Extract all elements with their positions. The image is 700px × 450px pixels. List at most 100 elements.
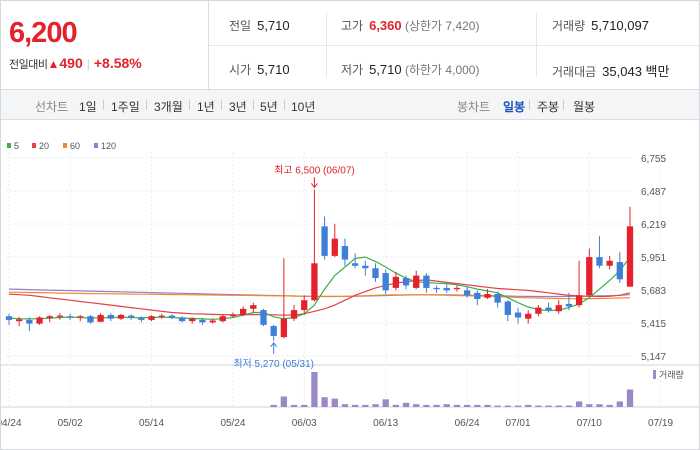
x-tick-label: 06/03 [292,418,317,429]
stat-value: 35,043 백만 [602,64,670,79]
legend-label: 20 [39,141,49,151]
low-annotation: 최저 5,270 (05/31) [233,358,314,370]
candle-chart-label: 봉차트 [457,100,491,114]
candle-body [433,287,440,290]
volume-bar [351,404,359,407]
volume-legend-swatch [653,370,656,379]
candle-body [331,238,338,256]
stat-value: 5,710 [257,62,290,77]
range-1w-button[interactable]: 1주일 [111,100,140,114]
legend-label: 5 [14,141,19,151]
candle-body [16,319,23,322]
candle-body [280,318,288,338]
stat-volume: 거래량 5,710,097 [552,17,649,34]
candle-body [250,305,257,309]
range-10y-button[interactable]: 10년 [291,100,316,114]
y-tick-label: 5,951 [641,253,666,264]
stat-value: 6,360 [369,18,402,33]
range-3y-button[interactable]: 3년 [229,100,247,114]
candle-body [392,276,400,288]
x-tick-label: 06/24 [455,418,480,429]
candle-body [229,314,237,317]
stat-label: 전일 [229,19,252,33]
volume-bar [463,404,471,407]
stat-label: 시가 [229,63,252,77]
low-arrow-icon [270,342,278,354]
volume-bar [626,389,634,407]
candle-body [372,268,379,279]
candle-body [311,263,318,301]
volume-bar [443,404,450,407]
range-5y-button[interactable]: 5년 [260,100,278,114]
candle-body [525,313,532,319]
legend-label: 120 [101,141,116,151]
change-row: 전일대비▲490 | +8.58% [9,55,142,72]
candle-body [219,316,226,322]
candle-body [66,316,74,318]
volume-bar [413,404,420,407]
candle-body [382,273,389,291]
candle-body [117,314,125,319]
stat-value: 5,710 [257,18,290,33]
candle-body [5,316,13,320]
change-amount: 490 [59,55,83,71]
period-toolbar: 선차트 1일 1주일 3개월 1년 3년 5년 10년 봉차트 일봉 주봉 월봉 [1,90,699,120]
candle-body [545,307,552,311]
candle-body [168,315,176,318]
candle-body [402,278,410,286]
divider [253,100,254,110]
range-1d-button[interactable]: 1일 [79,100,97,114]
change-label: 전일대비 [9,59,48,71]
column-divider [536,13,537,77]
volume-bar [504,405,511,407]
x-tick-label: 06/13 [373,418,398,429]
volume-bar [453,404,461,407]
candle-body [260,310,267,325]
volume-bar [494,405,501,407]
y-tick-label: 6,219 [641,220,666,231]
volume-bar [433,404,440,407]
weekly-candle-button[interactable]: 주봉 [537,100,560,114]
candle-body [128,315,135,318]
stat-sub: (상한가 7,420) [404,19,480,33]
volume-bar [535,405,542,407]
candle-body [616,262,623,280]
stat-prev-close: 전일 5,710 [229,17,290,34]
candle-body [504,301,511,315]
legend-label: 60 [70,141,80,151]
stat-value: 5,710 [369,62,402,77]
candle-body [341,246,349,260]
volume-bar [290,404,298,407]
candle-body [97,314,104,322]
candle-body [26,319,33,324]
legend-swatch [32,143,36,148]
daily-candle-button[interactable]: 일봉 [503,100,526,114]
x-tick-label: 05/24 [220,418,245,429]
divider [103,100,104,110]
candle-body [301,300,308,311]
stat-amount: 거래대금 35,043 백만 [552,61,669,80]
divider [284,100,285,110]
candle-body [36,317,43,324]
y-tick-label: 5,683 [641,286,666,297]
candle-body [199,319,206,323]
candle-body [321,226,328,256]
monthly-candle-button[interactable]: 월봉 [573,100,596,114]
x-tick-label: 05/14 [139,418,164,429]
range-1y-button[interactable]: 1년 [197,100,215,114]
volume-bar [280,396,288,407]
volume-bar [382,399,389,407]
volume-bar [392,404,400,407]
stat-label: 거래량 [552,19,586,33]
candle-body [178,317,186,322]
summary-panel: 6,200 전일대비▲490 | +8.58% 전일 5,710 고가 6,360 (상… [1,1,699,90]
x-tick-label: 07/19 [648,418,673,429]
legend-swatch [94,143,98,148]
range-3m-button[interactable]: 3개월 [154,100,183,114]
candle-body [158,315,165,317]
ma20-line [8,279,631,316]
candle-body [77,316,84,318]
volume-bar [301,404,308,407]
stat-open: 시가 5,710 [229,61,290,78]
